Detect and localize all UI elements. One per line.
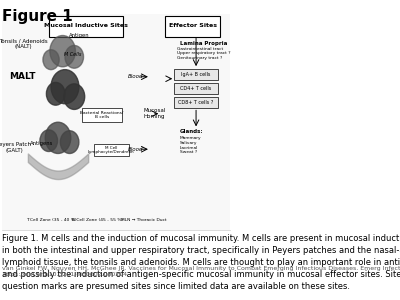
Text: CD8+ T cells ?: CD8+ T cells ? [178, 100, 214, 105]
Text: Lamina Propria: Lamina Propria [180, 41, 227, 46]
FancyBboxPatch shape [174, 69, 218, 80]
Circle shape [64, 84, 85, 110]
Text: Peyers Patch
(GALT): Peyers Patch (GALT) [0, 142, 32, 153]
Text: Gastrointestinal tract
Upper respiratory tract ?
Genitourinary tract ?: Gastrointestinal tract Upper respiratory… [178, 47, 231, 60]
Text: van Ginkel FW, Nguyen HH, McGhee JR. Vaccines for Mucosal Immunity to Combat Eme: van Ginkel FW, Nguyen HH, McGhee JR. Vac… [2, 266, 400, 277]
Circle shape [65, 46, 84, 68]
Text: IgA+ B cells: IgA+ B cells [181, 72, 211, 77]
FancyBboxPatch shape [165, 16, 220, 37]
Circle shape [60, 131, 79, 154]
FancyBboxPatch shape [174, 83, 218, 94]
Text: Bacterial Reactions/
B cells: Bacterial Reactions/ B cells [80, 111, 124, 119]
Text: Figure 1. M cells and the induction of mucosal immunity. M cells are present in : Figure 1. M cells and the induction of m… [2, 235, 400, 291]
Text: M Cell
Lymphocyte/Dendreon: M Cell Lymphocyte/Dendreon [88, 146, 135, 154]
Circle shape [46, 82, 65, 105]
Text: MALT: MALT [9, 72, 36, 81]
Text: M Cells: M Cells [64, 52, 82, 56]
Text: CD4+ T cells: CD4+ T cells [180, 86, 212, 91]
Text: Mammary
Salivary
Lacrimal
Sweat ?: Mammary Salivary Lacrimal Sweat ? [180, 136, 202, 154]
Circle shape [40, 130, 58, 152]
FancyBboxPatch shape [174, 98, 218, 108]
Text: Effector Sites: Effector Sites [168, 23, 216, 28]
Text: T Cell Zone (35 - 40 %): T Cell Zone (35 - 40 %) [26, 218, 76, 222]
FancyBboxPatch shape [2, 14, 230, 230]
Text: Mucosal
Homing: Mucosal Homing [143, 108, 166, 119]
Circle shape [50, 35, 76, 67]
Circle shape [51, 70, 79, 104]
Text: Blood: Blood [128, 147, 144, 152]
Text: Mucosal Inductive Sites: Mucosal Inductive Sites [44, 23, 128, 28]
Text: Blood: Blood [128, 74, 144, 79]
Text: Figure 1: Figure 1 [2, 8, 73, 23]
Text: Antigen: Antigen [68, 33, 89, 38]
FancyBboxPatch shape [94, 143, 129, 156]
Text: Antigens: Antigens [30, 141, 54, 146]
Text: Tonsils / Adenoids
(NALT): Tonsils / Adenoids (NALT) [0, 38, 48, 49]
Text: MLN → Thoracic Duct: MLN → Thoracic Duct [121, 218, 167, 222]
Circle shape [45, 122, 71, 154]
Circle shape [43, 50, 59, 70]
Text: B Cell Zone (45 - 55 %): B Cell Zone (45 - 55 %) [72, 218, 123, 222]
FancyBboxPatch shape [82, 108, 122, 122]
FancyBboxPatch shape [49, 16, 123, 37]
Text: Glands:: Glands: [180, 129, 204, 134]
